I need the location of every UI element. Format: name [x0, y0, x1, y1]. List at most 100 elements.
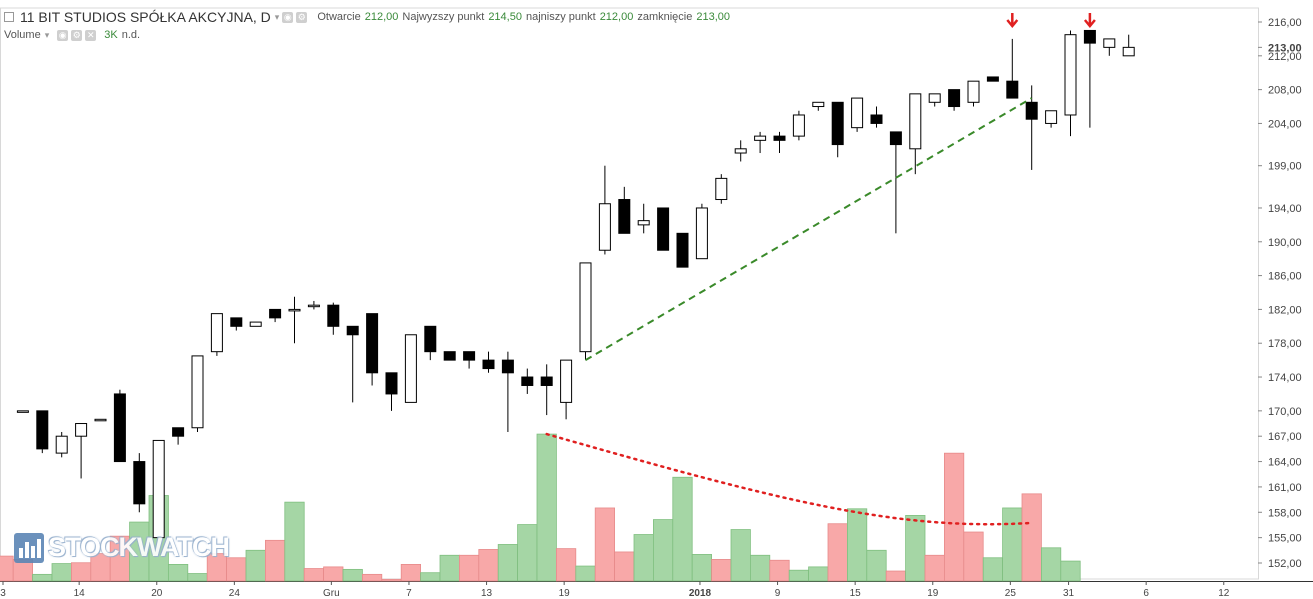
volume-bar — [71, 562, 92, 582]
volume-bar — [303, 568, 325, 582]
y-tick-label: 216,00 — [1268, 17, 1302, 29]
volume-bar — [691, 554, 713, 582]
volume-bar — [323, 566, 344, 582]
volume-bar — [885, 570, 907, 582]
chevron-down-icon[interactable]: ▾ — [44, 29, 50, 40]
candle-body — [210, 313, 223, 353]
candles — [16, 29, 1135, 539]
candle-body — [754, 135, 767, 141]
candle-body — [94, 418, 107, 422]
candle-body — [928, 93, 941, 103]
y-tick-label: 213,00 — [1268, 42, 1302, 54]
candle-body — [598, 203, 611, 251]
y-tick-label: 161,00 — [1268, 482, 1302, 494]
volume-value: 3K — [104, 29, 118, 41]
x-tick-label: 20 — [151, 588, 163, 599]
close-label: zamknięcie — [637, 11, 693, 23]
volume-bar — [963, 531, 984, 582]
eye-icon[interactable]: ◉ — [282, 11, 294, 23]
y-tick-label: 174,00 — [1268, 372, 1302, 384]
open-label: Otwarcie — [317, 11, 361, 23]
volume-legend: Volume ▾ ◉ ⚙ ✕ 3K n.d. — [4, 29, 140, 41]
x-tick-label: 24 — [229, 588, 241, 599]
volume-bar — [478, 549, 499, 582]
volume-bar — [808, 566, 829, 582]
volume-bar — [420, 572, 441, 582]
volume-bar — [517, 524, 538, 582]
candle-body — [327, 304, 340, 327]
candle-body — [36, 410, 49, 450]
y-tick-label: 194,00 — [1268, 203, 1302, 215]
x-tick-label: 13 — [481, 588, 493, 599]
volume-bar — [575, 565, 596, 582]
chevron-down-icon[interactable]: ▾ — [274, 11, 280, 22]
volume-bar — [924, 554, 945, 582]
x-tick-label: 19 — [559, 588, 571, 599]
time-axis[interactable]: 3 14 20 24 Gru 7 13 19 2018 9 15 19 25 31 6 12 — [0, 581, 1230, 599]
candle-body — [773, 135, 786, 141]
main-legend: 11 BIT STUDIOS SPÓŁKA AKCYJNA, D ▾ ◉ ⚙ O… — [4, 9, 730, 25]
y-tick-label: 167,00 — [1268, 431, 1302, 443]
volume-bar — [556, 548, 577, 582]
candle-body — [230, 317, 243, 327]
watermark: STOCKWATCH — [14, 532, 230, 563]
volume-bar — [730, 529, 751, 582]
volume-bar — [1002, 507, 1023, 582]
volume-bar — [847, 508, 868, 582]
volume-bar — [633, 534, 654, 582]
volume-bar — [653, 519, 674, 582]
x-tick-label: 2018 — [689, 588, 712, 599]
settings-icon[interactable]: ⚙ — [71, 29, 83, 41]
candle-body — [172, 427, 185, 437]
y-tick-label: 204,00 — [1268, 118, 1302, 130]
volume-bar — [788, 569, 810, 582]
x-tick-label: 15 — [850, 588, 862, 599]
candle-body — [540, 376, 553, 386]
collapse-icon[interactable] — [4, 12, 14, 22]
y-tick-label: 190,00 — [1268, 237, 1302, 249]
y-tick-label: 186,00 — [1268, 271, 1302, 283]
y-tick-label: 199,00 — [1268, 161, 1302, 173]
volume-bar — [827, 523, 848, 582]
volume-bar — [381, 578, 402, 582]
x-tick-label: 31 — [1063, 588, 1075, 599]
x-tick-label: 14 — [74, 588, 86, 599]
high-value: 214,50 — [488, 11, 522, 23]
candle-body — [1064, 34, 1077, 116]
down-arrow-icon — [1083, 13, 1096, 28]
candle-body — [637, 220, 650, 226]
candle-body — [443, 351, 456, 361]
y-tick-label: 155,00 — [1268, 533, 1302, 545]
trend-line — [584, 97, 1033, 361]
volume-bar — [458, 554, 480, 582]
candle-body — [851, 97, 864, 129]
candle-body — [812, 101, 825, 108]
candle-body — [269, 308, 282, 319]
annotations — [545, 13, 1096, 526]
volume-bar — [497, 544, 519, 582]
y-tick-label: 170,00 — [1268, 406, 1302, 418]
volume-bar — [536, 433, 557, 582]
volume-bars — [0, 433, 1081, 582]
volume-bar — [672, 476, 693, 582]
candle-body — [715, 177, 728, 201]
volume-bar — [750, 554, 771, 582]
y-tick-label: 164,00 — [1268, 457, 1302, 469]
volume-bar — [284, 501, 305, 582]
close-value: 213,00 — [696, 11, 731, 23]
x-tick-label: 3 — [0, 588, 6, 599]
settings-icon[interactable]: ⚙ — [296, 11, 308, 23]
candle-body — [133, 461, 146, 505]
y-tick-label: 178,00 — [1268, 338, 1302, 350]
candle-body — [1122, 46, 1135, 57]
candle-body — [288, 308, 301, 312]
candle-body — [909, 93, 922, 150]
close-icon[interactable]: ✕ — [85, 29, 97, 41]
candle-body — [734, 148, 747, 154]
candle-body — [75, 423, 88, 437]
candle-body — [948, 89, 961, 108]
candle-body — [1103, 38, 1116, 48]
eye-icon[interactable]: ◉ — [57, 29, 69, 41]
